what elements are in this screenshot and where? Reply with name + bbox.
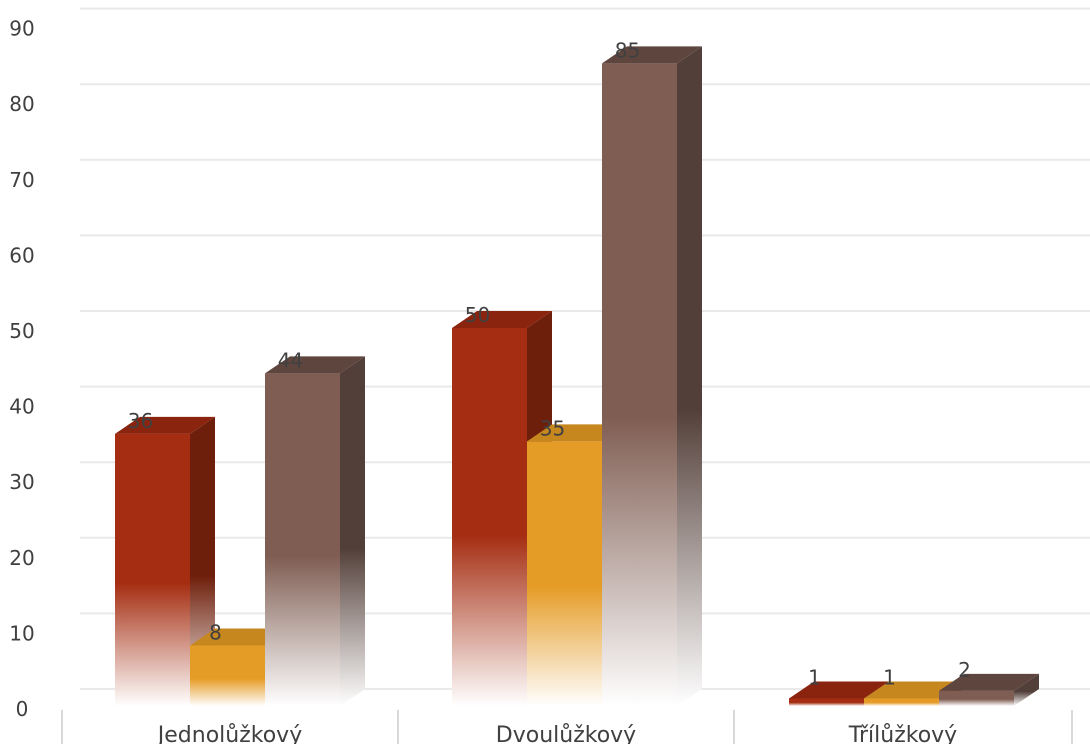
x-tick-label: Dvoulůžkový [496, 723, 636, 744]
bar-top [115, 416, 215, 434]
bar [265, 356, 365, 706]
x-tick-label: Třílůžkový [848, 723, 957, 744]
bar-top [789, 681, 889, 699]
y-tick-label: 50 [9, 319, 34, 343]
data-label: 1 [883, 665, 896, 689]
data-label: 36 [128, 409, 153, 433]
bar-front [527, 441, 602, 706]
y-tick-label: 40 [9, 395, 34, 419]
y-tick-label: 10 [9, 621, 34, 645]
bar-side [677, 46, 702, 706]
bar-top [452, 311, 552, 328]
data-label: 85 [615, 38, 640, 62]
y-tick-label: 90 [9, 17, 34, 41]
data-label: 1 [808, 665, 821, 689]
data-label: 44 [278, 348, 303, 372]
y-tick-label: 70 [9, 168, 34, 192]
bar-top [265, 356, 365, 374]
bars [115, 46, 1039, 706]
y-tick-label: 30 [9, 470, 34, 494]
bar-side [1014, 673, 1039, 706]
x-axis: Jednolůžkový Dvoulůžkový Třílůžkový [61, 710, 1073, 748]
x-tick-label: Jednolůžkový [156, 723, 302, 744]
data-label: 35 [540, 416, 565, 440]
bar-front [115, 433, 190, 706]
y-tick-label: 0 [16, 697, 29, 721]
bar-front [265, 373, 340, 706]
y-axis: 0 10 20 30 40 50 60 70 80 90 [9, 17, 34, 721]
bar [939, 673, 1039, 706]
bar-front [602, 63, 677, 706]
bar-front [789, 698, 864, 706]
bar-front [864, 698, 939, 706]
bar-front [452, 328, 527, 706]
bar-top [939, 673, 1039, 691]
y-tick-label: 60 [9, 243, 34, 267]
y-tick-label: 20 [9, 546, 34, 570]
data-label: 2 [958, 658, 971, 682]
bar-front [939, 690, 1014, 706]
bar-front [190, 645, 265, 706]
bar [115, 416, 215, 706]
data-label: 8 [209, 621, 222, 645]
bar-side [340, 356, 365, 706]
data-labels: 36 8 44 50 35 85 1 1 2 [128, 38, 971, 689]
data-label: 50 [465, 303, 490, 327]
bar [602, 46, 702, 706]
gridlines [80, 7, 1090, 690]
bar-top [602, 46, 702, 64]
y-tick-label: 80 [9, 92, 34, 116]
